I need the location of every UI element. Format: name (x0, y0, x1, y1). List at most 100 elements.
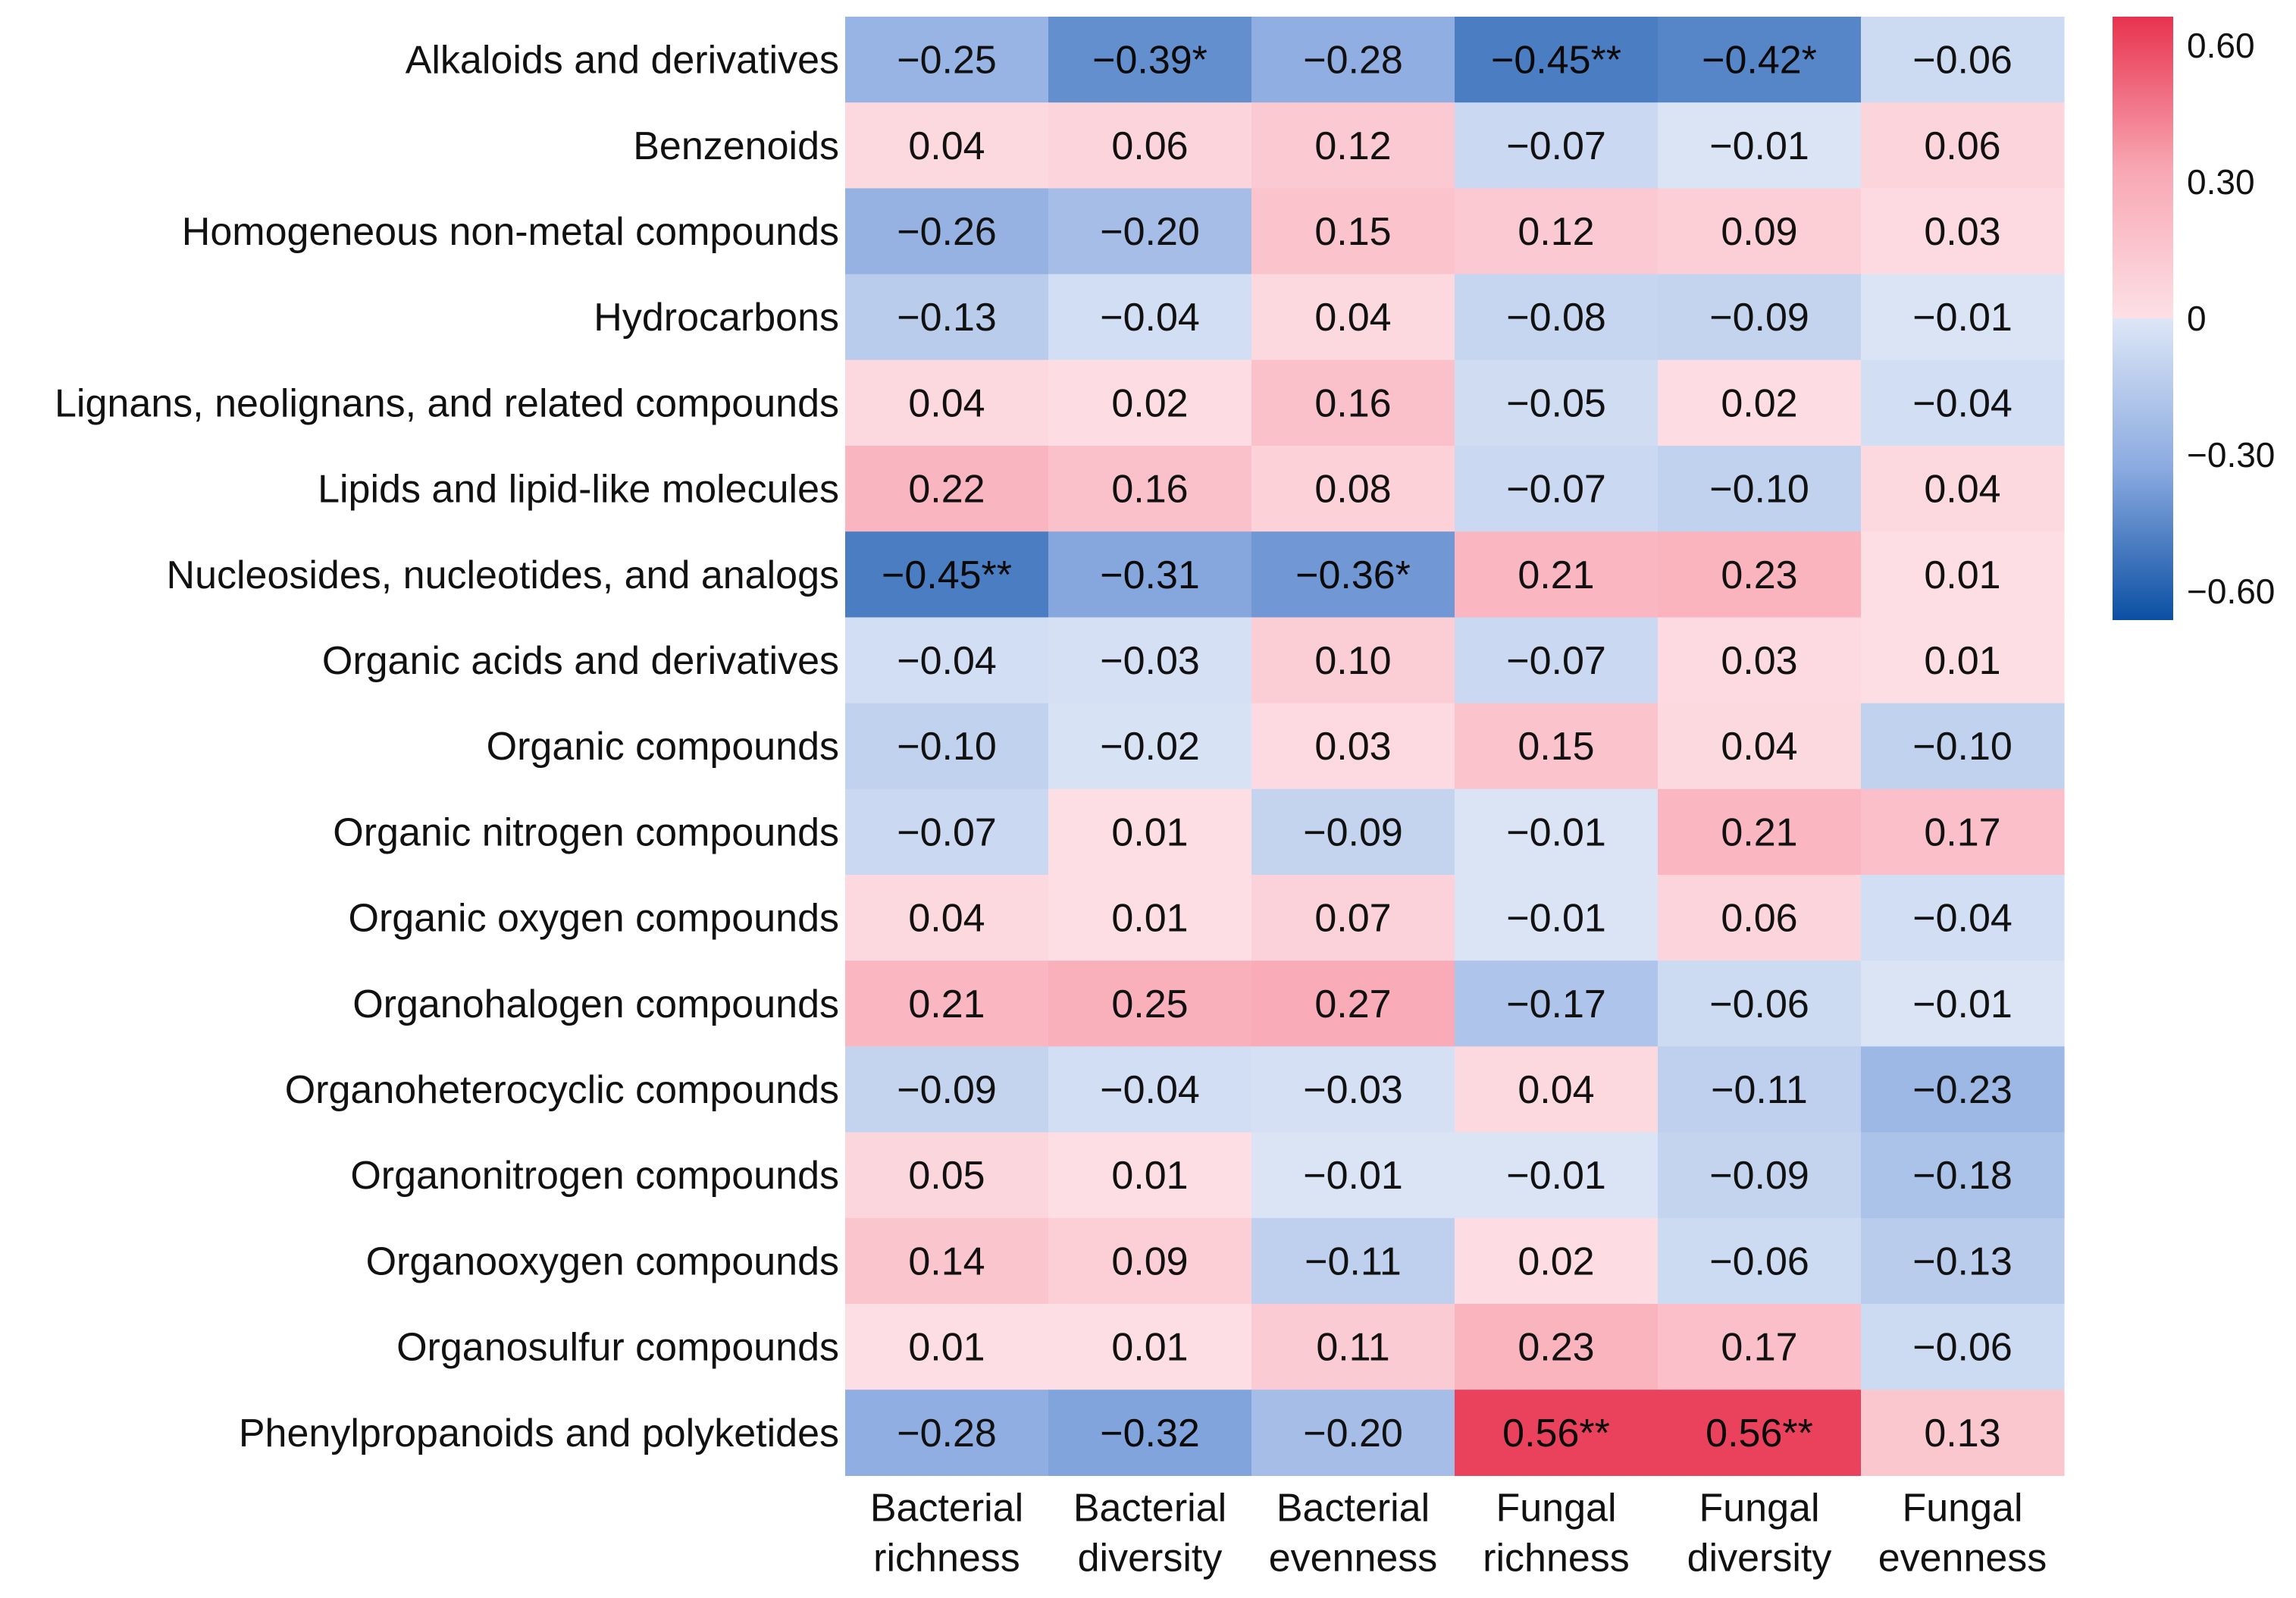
cell-value-label: −0.09 (1709, 296, 1809, 340)
heatmap-cells: −0.25 −0.39* −0.28 −0.45** −0.42* −0.06 0.04 0.… (845, 17, 2065, 1476)
cell-value-label: 0.16 (1314, 381, 1391, 425)
heatmap-cell (1861, 875, 2065, 961)
heatmap-cell (1658, 1304, 1862, 1390)
cell-value-label: 0.15 (1518, 725, 1594, 769)
cell-value-label: 0.23 (1721, 553, 1797, 597)
cell-value-label: 0.04 (1924, 468, 2000, 512)
cell-value-label: 0.27 (1314, 982, 1391, 1026)
cell-value-label: −0.11 (1711, 1068, 1808, 1112)
heatmap-cell (1251, 1132, 1455, 1219)
column-label: Bacterial (870, 1486, 1023, 1530)
cell-value-label: −0.04 (1100, 296, 1200, 340)
cell-value-label: −0.04 (897, 639, 997, 683)
heatmap-cell (1455, 274, 1659, 361)
heatmap-cell (1455, 875, 1659, 961)
heatmap-cell (1455, 960, 1659, 1047)
cell-value-label: −0.10 (897, 725, 997, 769)
column-label: Bacterial (1073, 1486, 1226, 1530)
heatmap-cell (1861, 1390, 2065, 1476)
cell-value-label: −0.42* (1702, 39, 1817, 83)
heatmap-cell (1861, 188, 2065, 275)
cell-value-label: −0.05 (1506, 381, 1606, 425)
heatmap-cell (845, 1217, 1049, 1305)
cell-value-label: 0.01 (1111, 897, 1188, 941)
cell-value-label: 0.17 (1721, 1326, 1797, 1370)
heatmap-cell (1658, 274, 1862, 361)
heatmap-cell (845, 788, 1049, 876)
heatmap-cell (1048, 1132, 1252, 1219)
cell-value-label: −0.03 (1100, 639, 1200, 683)
cell-value-label: 0.23 (1518, 1326, 1594, 1370)
heatmap-cell (1251, 875, 1455, 961)
cell-value-label: −0.13 (897, 296, 997, 340)
row-label: Alkaloids and derivatives (406, 39, 839, 83)
heatmap-cell (1455, 102, 1659, 189)
heatmap-cell (1658, 1217, 1862, 1305)
cell-value-label: 0.02 (1111, 381, 1188, 425)
heatmap-cell (845, 359, 1049, 446)
colorbar-tick-label: −0.60 (2187, 572, 2275, 611)
heatmap-cell (1251, 1390, 1455, 1476)
cell-value-label: 0.21 (1518, 553, 1594, 597)
heatmap-cell (1048, 1046, 1252, 1133)
cell-value-label: −0.45** (1491, 39, 1621, 83)
row-label: Phenylpropanoids and polyketides (239, 1412, 839, 1455)
heatmap-cell (1861, 960, 2065, 1047)
heatmap-cell (1658, 617, 1862, 704)
heatmap-cell (1251, 274, 1455, 361)
row-label: Lignans, neolignans, and related compoun… (55, 381, 839, 425)
heatmap-cell (1658, 188, 1862, 275)
heatmap-cell (1861, 788, 2065, 876)
cell-value-label: 0.06 (1111, 124, 1188, 168)
heatmap-cell (1861, 1046, 2065, 1133)
heatmap-cell (1658, 102, 1862, 189)
heatmap-cell (1251, 703, 1455, 790)
heatmap-cell (845, 531, 1049, 618)
cell-value-label: −0.07 (897, 810, 997, 854)
cell-value-label: 0.14 (908, 1239, 985, 1283)
cell-value-label: 0.04 (1721, 725, 1797, 769)
cell-value-label: −0.01 (1709, 124, 1809, 168)
row-label: Nucleosides, nucleotides, and analogs (167, 553, 839, 597)
row-label: Hydrocarbons (594, 296, 839, 340)
cell-value-label: −0.03 (1303, 1068, 1403, 1112)
cell-value-label: −0.04 (1100, 1068, 1200, 1112)
cell-value-label: −0.20 (1100, 210, 1200, 254)
heatmap-cell (1861, 17, 2065, 103)
cell-value-label: −0.07 (1506, 639, 1606, 683)
cell-value-label: −0.02 (1100, 725, 1200, 769)
heatmap-cell (1861, 1304, 2065, 1390)
cell-value-label: −0.10 (1912, 725, 2013, 769)
column-label: diversity (1687, 1536, 1832, 1580)
heatmap-cell (1658, 446, 1862, 532)
row-label: Organohalogen compounds (352, 982, 839, 1026)
row-label: Homogeneous non-metal compounds (182, 210, 839, 254)
cell-value-label: −0.04 (1912, 381, 2013, 425)
column-label: richness (873, 1536, 1020, 1580)
colorbar: 0.60 0.30 0 −0.30 −0.60 (2113, 17, 2275, 620)
row-label: Organooxygen compounds (366, 1239, 839, 1283)
cell-value-label: −0.06 (1709, 1239, 1809, 1283)
cell-value-label: 0.01 (1111, 1154, 1188, 1198)
colorbar-tick-label: 0 (2187, 299, 2207, 338)
cell-value-label: −0.36* (1295, 553, 1411, 597)
colorbar-tick-label: 0.30 (2187, 162, 2255, 202)
cell-value-label: 0.56** (1706, 1412, 1813, 1455)
cell-value-label: −0.01 (1912, 982, 2013, 1026)
heatmap-cell (845, 446, 1049, 532)
cell-value-label: −0.28 (1303, 39, 1403, 83)
cell-value-label: −0.08 (1506, 296, 1606, 340)
heatmap-cell (1658, 788, 1862, 876)
cell-value-label: −0.45** (882, 553, 1012, 597)
heatmap-cell (1048, 788, 1252, 876)
colorbar-tick-label: −0.30 (2187, 435, 2275, 475)
cell-value-label: 0.09 (1721, 210, 1797, 254)
heatmap-cell (845, 875, 1049, 961)
cell-value-label: 0.09 (1111, 1239, 1188, 1283)
cell-value-label: 0.22 (908, 468, 985, 512)
heatmap-cell (845, 960, 1049, 1047)
heatmap-cell (1048, 960, 1252, 1047)
cell-value-label: 0.04 (1314, 296, 1391, 340)
heatmap-cell (1455, 1132, 1659, 1219)
cell-value-label: 0.56** (1502, 1412, 1610, 1455)
